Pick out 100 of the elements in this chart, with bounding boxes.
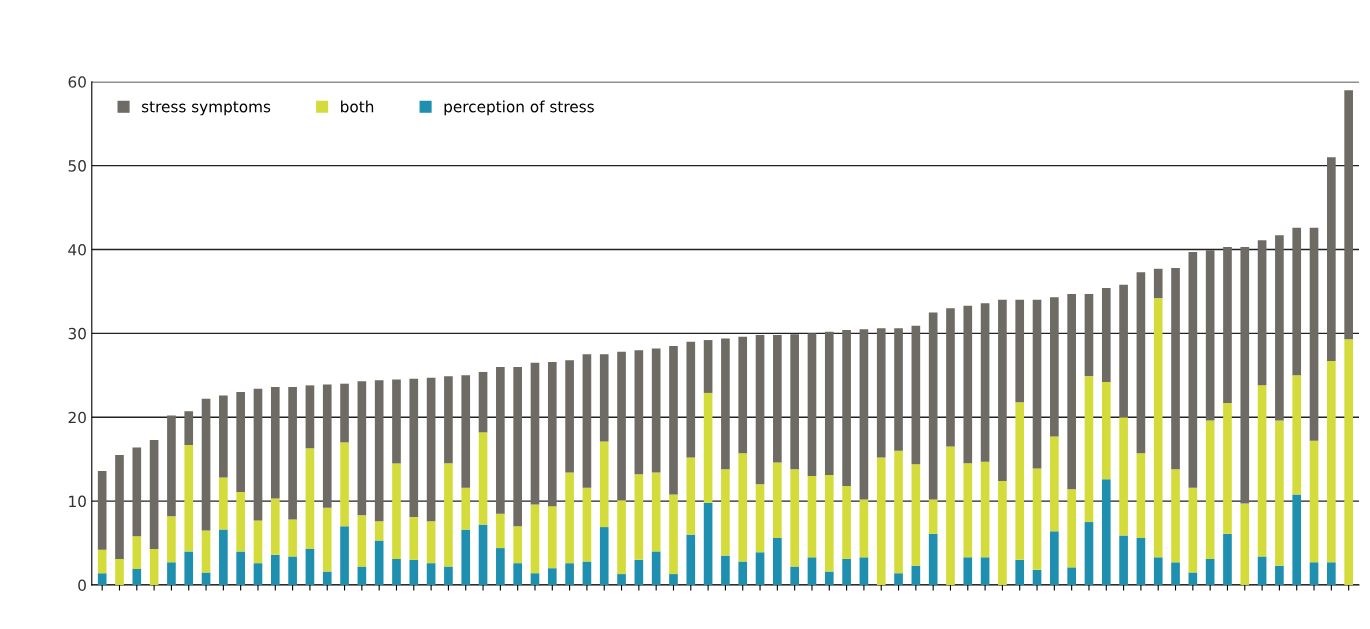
bar: [738, 453, 748, 562]
bar: [686, 534, 696, 585]
bar: [513, 366, 522, 527]
bar: [1171, 469, 1180, 563]
bar: [1344, 90, 1353, 340]
bar: [755, 484, 765, 553]
bar: [496, 513, 505, 549]
bar: [305, 548, 315, 585]
bar: [1275, 420, 1284, 566]
bar: [253, 520, 263, 564]
bar: [1292, 494, 1302, 585]
bar: [773, 335, 782, 463]
bar: [97, 470, 107, 550]
bar: [1084, 293, 1094, 377]
bar: [184, 444, 194, 552]
bar: [547, 506, 557, 569]
bar: [634, 474, 644, 560]
bar: [703, 392, 713, 503]
legend-label: perception of stress: [444, 100, 594, 116]
y-tick-label: 60: [68, 76, 86, 88]
bar: [1240, 246, 1250, 504]
bar: [288, 387, 297, 520]
bar: [842, 330, 851, 487]
bar: [738, 336, 748, 454]
bar: [617, 351, 626, 501]
bar: [513, 563, 522, 585]
bar: [530, 504, 540, 574]
bar: [547, 361, 557, 507]
bar: [1223, 246, 1232, 403]
bar: [980, 557, 990, 585]
bar: [634, 559, 644, 585]
bar: [253, 563, 263, 585]
bar: [582, 354, 592, 488]
y-tick-label: 10: [69, 495, 86, 508]
bar: [322, 384, 332, 508]
bar: [305, 448, 315, 549]
bar: [392, 463, 401, 559]
bar: [790, 469, 799, 567]
bar: [374, 380, 384, 522]
bar: [565, 472, 574, 564]
bar: [236, 392, 245, 492]
bar: [980, 303, 990, 462]
bar: [824, 331, 834, 476]
legend-label: both: [341, 100, 374, 113]
bar: [859, 557, 869, 585]
bar: [617, 574, 626, 585]
bar: [444, 566, 453, 585]
bar: [1084, 376, 1094, 523]
bar: [1309, 562, 1319, 585]
bar: [651, 551, 661, 585]
legend-label: stress symptoms: [141, 101, 271, 116]
y-tick-label: 20: [68, 411, 86, 424]
bar: [97, 573, 107, 585]
bar: [1309, 227, 1319, 441]
bar: [374, 540, 384, 585]
bar: [755, 552, 765, 585]
bar: [599, 354, 609, 442]
bar: [340, 383, 349, 443]
bar: [998, 299, 1007, 481]
bar: [444, 376, 453, 464]
bar: [253, 388, 263, 521]
bar: [963, 463, 973, 558]
bar: [1032, 468, 1042, 570]
bar: [1292, 227, 1302, 376]
bar: [496, 366, 505, 514]
bar: [1032, 299, 1042, 469]
bar: [669, 574, 678, 585]
bar: [859, 329, 869, 500]
bar: [357, 566, 367, 585]
bar: [1101, 382, 1111, 480]
bar: [963, 305, 973, 464]
bar: [911, 464, 921, 566]
bar: [1292, 375, 1302, 495]
bar: [340, 526, 349, 585]
bar: [530, 573, 540, 585]
bar: [928, 533, 938, 585]
bar: [184, 411, 194, 445]
bar: [219, 529, 228, 585]
bar: [1032, 569, 1042, 585]
bar: [270, 554, 280, 585]
bar: [392, 379, 401, 464]
bar: [1015, 299, 1025, 403]
bar: [928, 499, 938, 534]
bar: [894, 328, 903, 451]
bar: [1257, 385, 1267, 557]
bar: [115, 558, 124, 585]
bar: [288, 519, 297, 557]
bar: [686, 341, 696, 458]
bar: [547, 568, 557, 585]
bar: [617, 500, 626, 575]
bar: [703, 502, 713, 585]
bar: [340, 442, 349, 527]
bar: [219, 477, 228, 530]
bar: [1327, 562, 1336, 585]
bar: [478, 524, 488, 585]
bar: [790, 566, 799, 585]
bar: [824, 475, 834, 572]
bar: [842, 486, 851, 559]
bar: [946, 308, 955, 447]
bar: [894, 450, 903, 574]
